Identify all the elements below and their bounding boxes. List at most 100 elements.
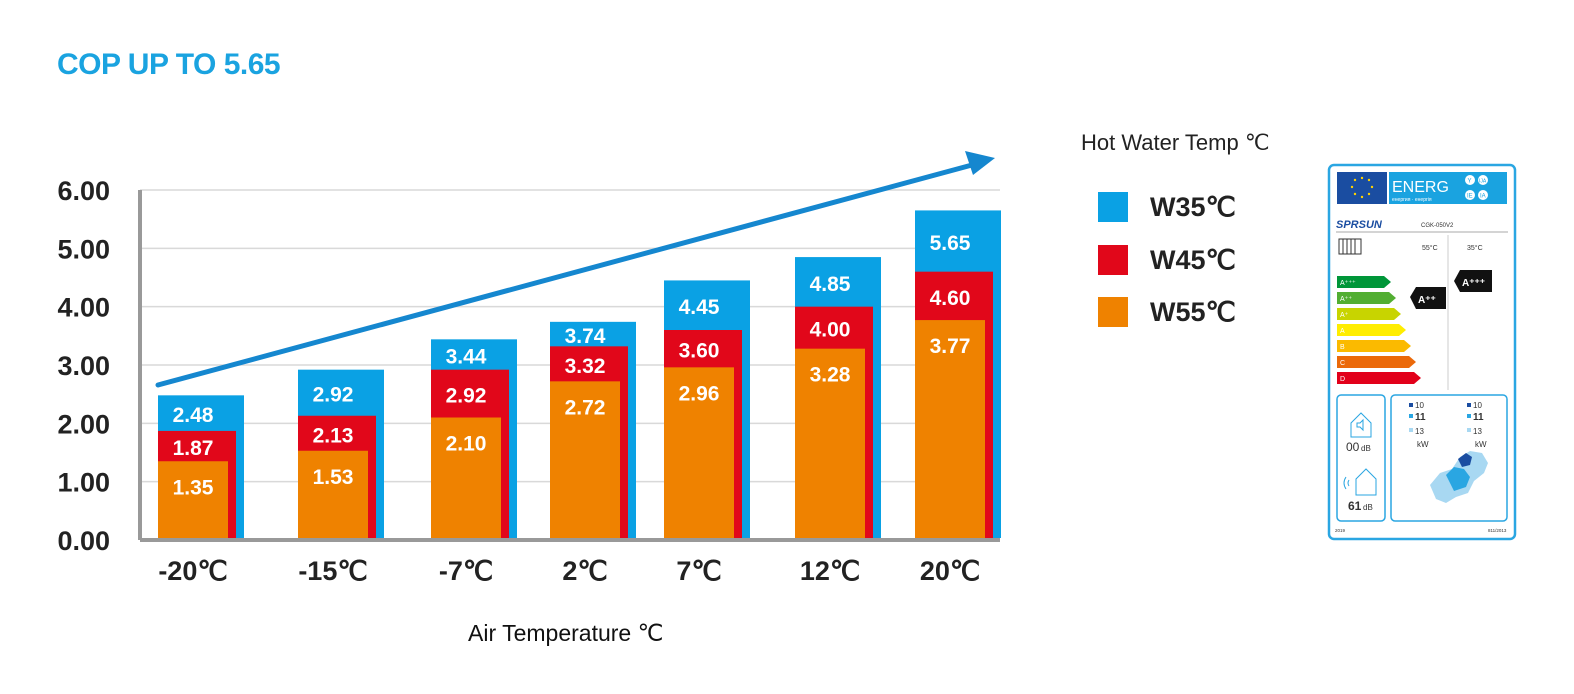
svg-text:D: D (1340, 376, 1345, 383)
legend-swatch-w35 (1098, 192, 1128, 222)
data-label-w55: 1.35 (173, 476, 214, 499)
radiator-icon (1338, 238, 1362, 255)
svg-text:13: 13 (1473, 427, 1482, 436)
data-label-w45: 3.32 (565, 355, 606, 378)
legend-swatch-w45 (1098, 245, 1128, 275)
x-tick-label: 2℃ (562, 556, 607, 586)
legend-label-w45: W45℃ (1150, 244, 1236, 275)
y-tick-label: 1.00 (57, 468, 110, 498)
x-tick-label: 7℃ (676, 556, 721, 586)
x-tick-label: 12℃ (800, 556, 860, 586)
bar-w55 (795, 348, 865, 538)
data-label-w45: 1.87 (173, 437, 214, 460)
data-label-w35: 2.92 (313, 384, 354, 407)
svg-text:13: 13 (1415, 427, 1424, 436)
data-label-w45: 3.60 (679, 340, 720, 363)
energy-header-sub: енергия · енергія (1392, 197, 1432, 203)
y-tick-label: 6.00 (57, 176, 110, 206)
data-label-w35: 3.74 (565, 325, 606, 348)
data-label-w35: 3.44 (446, 346, 487, 369)
x-tick-label: 20℃ (920, 556, 980, 586)
legend-swatch-w55 (1098, 297, 1128, 327)
svg-text:61: 61 (1348, 499, 1362, 513)
x-tick-label: -15℃ (298, 556, 367, 586)
svg-text:C: C (1340, 360, 1345, 367)
svg-text:55°C: 55°C (1422, 244, 1438, 252)
svg-text:kW: kW (1417, 440, 1429, 449)
svg-text:10: 10 (1415, 401, 1424, 410)
legend-item-w45: W45℃ (1098, 244, 1236, 276)
svg-text:2019: 2019 (1335, 528, 1346, 533)
data-label-w35: 4.45 (679, 296, 720, 319)
cop-bar-chart: 0.00 1.00 2.00 3.00 4.00 5.00 6.00 2.48 1.87 1.35… (57, 151, 1001, 586)
legend-label-w35: W35℃ (1150, 191, 1236, 222)
svg-text:11: 11 (1473, 412, 1484, 423)
x-axis-label: Air Temperature ℃ (468, 620, 664, 646)
data-label-w45: 4.00 (810, 319, 851, 342)
model-number: CGK-050V2 (1421, 223, 1454, 229)
legend-title: Hot Water Temp ℃ (1081, 130, 1270, 155)
data-label-w55: 1.53 (313, 466, 354, 489)
page-title: COP UP TO 5.65 (57, 48, 281, 81)
svg-text:dB: dB (1361, 444, 1371, 453)
data-label-w35: 4.85 (810, 273, 851, 296)
svg-text:811/2013: 811/2013 (1488, 528, 1507, 533)
rating-arrow-left (1410, 287, 1446, 309)
data-label-w45: 2.92 (446, 385, 487, 408)
svg-text:10: 10 (1473, 401, 1482, 410)
energy-header-bar (1389, 172, 1507, 204)
energy-header-text: ENERG (1392, 179, 1449, 196)
data-label-w55: 3.77 (930, 335, 971, 358)
svg-text:kW: kW (1475, 440, 1487, 449)
svg-text:IE: IE (1467, 194, 1473, 200)
y-tick-label: 5.00 (57, 234, 110, 264)
bar-w55 (298, 450, 368, 538)
bar-w55 (550, 381, 620, 538)
data-label-w55: 2.10 (446, 433, 487, 456)
svg-text:IA: IA (1480, 194, 1486, 200)
y-tick-label: 3.00 (57, 351, 110, 381)
eu-stars-icon (1350, 176, 1374, 199)
data-label-w35: 5.65 (930, 232, 971, 255)
svg-text:11: 11 (1415, 412, 1426, 423)
svg-text:B: B (1340, 344, 1345, 351)
data-label-w45: 2.13 (313, 424, 354, 447)
svg-text:35°C: 35°C (1467, 244, 1483, 252)
brand-logo: SPRSUN (1336, 219, 1383, 231)
energy-label: ENERG енергия · енергія Y IJA IE IA SPRS… (1318, 155, 1528, 550)
x-tick-label: -20℃ (158, 556, 227, 586)
svg-text:A⁺⁺: A⁺⁺ (1418, 295, 1436, 306)
data-label-w55: 3.28 (810, 364, 851, 387)
x-tick-label: -7℃ (439, 556, 493, 586)
svg-text:A⁺⁺⁺: A⁺⁺⁺ (1340, 280, 1356, 287)
svg-text:A⁺: A⁺ (1340, 312, 1349, 319)
trend-arrow-head-icon (965, 151, 995, 175)
energy-label-frame (1327, 163, 1517, 541)
legend-label-w55: W55℃ (1150, 296, 1236, 327)
svg-text:A: A (1340, 328, 1345, 335)
svg-text:Y: Y (1468, 179, 1472, 185)
y-tick-label: 2.00 (57, 409, 110, 439)
svg-text:A⁺⁺: A⁺⁺ (1340, 296, 1352, 303)
legend-item-w35: W35℃ (1098, 191, 1236, 223)
data-label-w55: 2.72 (565, 396, 606, 419)
bar-w55 (158, 461, 228, 538)
bar-w55 (915, 320, 985, 538)
legend-item-w55: W55℃ (1098, 296, 1236, 328)
outdoor-sound-icon (1343, 468, 1377, 496)
svg-text:dB: dB (1363, 503, 1373, 512)
bar-w55 (431, 417, 501, 538)
bar-w55 (664, 367, 734, 538)
y-tick-label: 0.00 (57, 526, 110, 556)
svg-text:IJA: IJA (1479, 179, 1487, 185)
europe-map-icon (1430, 451, 1488, 503)
data-label-w55: 2.96 (679, 382, 720, 405)
rating-arrow-right (1454, 270, 1492, 292)
indoor-sound-icon (1350, 412, 1372, 438)
data-label-w45: 4.60 (930, 287, 971, 310)
data-label-w35: 2.48 (173, 404, 214, 427)
y-tick-label: 4.00 (57, 293, 110, 323)
energy-class-scale: A⁺⁺⁺ A⁺⁺ A⁺ A B C D (1337, 276, 1421, 384)
svg-text:00: 00 (1346, 440, 1360, 454)
svg-text:A⁺⁺⁺: A⁺⁺⁺ (1462, 278, 1485, 289)
